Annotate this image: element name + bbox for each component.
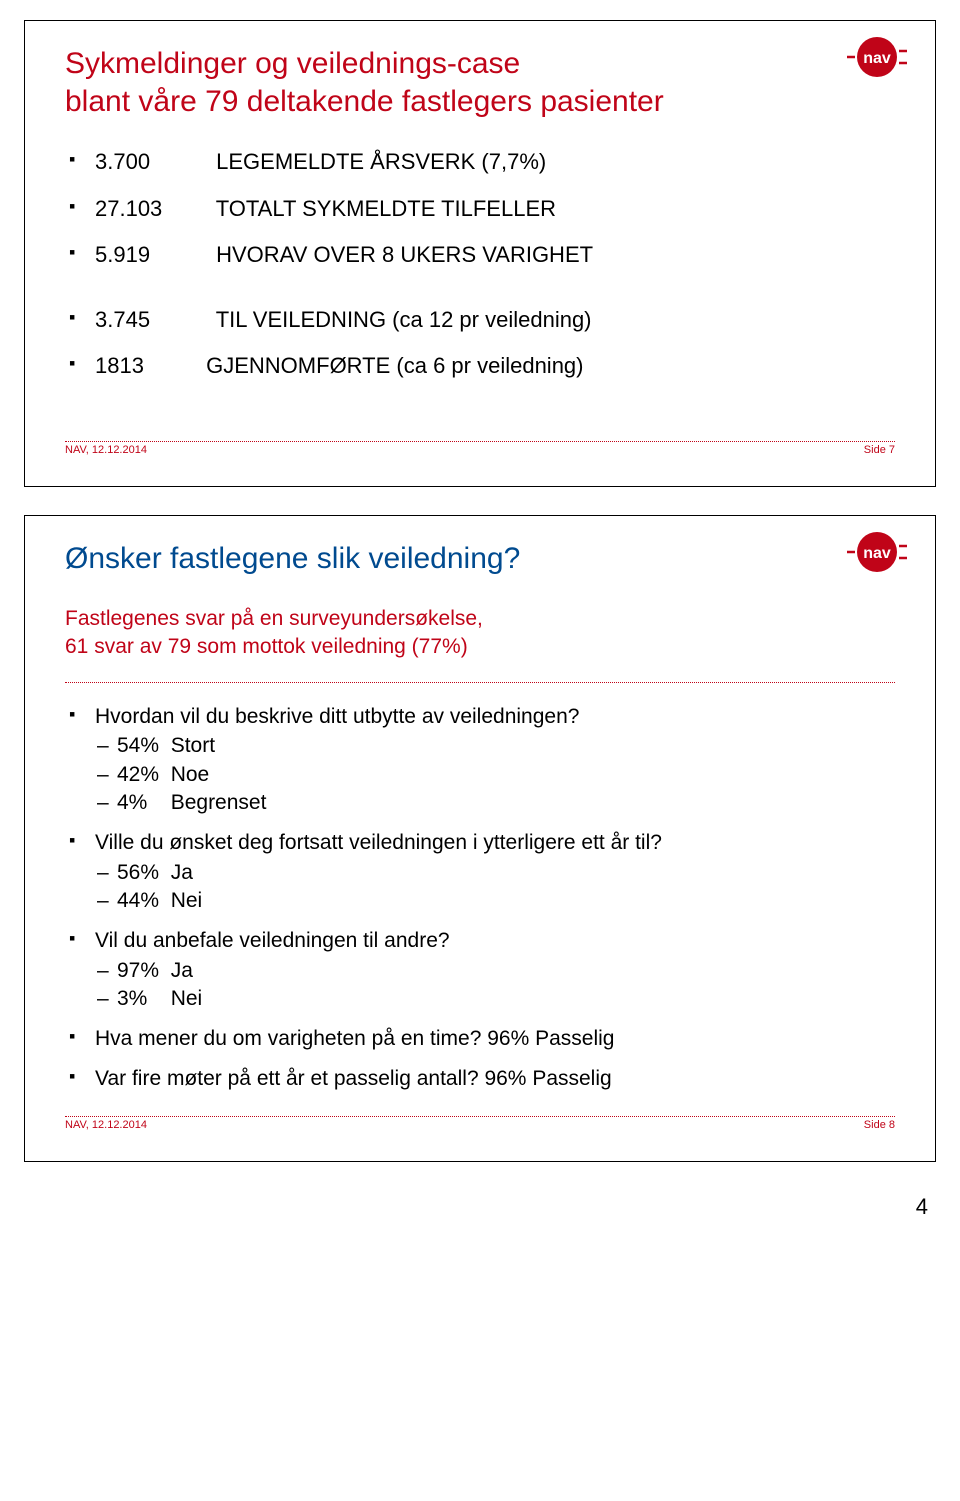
answer-item: 97% Ja (95, 957, 895, 985)
title-line-1: Sykmeldinger og veilednings-case (65, 47, 520, 80)
stats-list: 3.700 LEGEMELDTE ÅRSVERK (7,7%) 27.103 T… (65, 148, 895, 270)
answer-pct: 42% (117, 763, 159, 786)
stat-item: 3.745 TIL VEILEDNING (ca 12 pr veilednin… (65, 306, 895, 335)
stat-number: 5.919 (95, 241, 210, 270)
answers-list: 97% Ja 3% Nei (95, 957, 895, 1014)
slide-7: nav Sykmeldinger og veilednings-case bla… (24, 20, 936, 487)
answer-label: Ja (171, 959, 193, 982)
slide-footer: NAV, 12.12.2014 Side 8 (65, 1116, 895, 1131)
answer-item: 3% Nei (95, 985, 895, 1013)
answer-pct: 56% (117, 861, 159, 884)
footer-page: Side 7 (864, 444, 895, 456)
page-container: nav Sykmeldinger og veilednings-case bla… (0, 0, 960, 1250)
question-text: Hvordan vil du beskrive ditt utbytte av … (95, 705, 579, 728)
dotted-divider (65, 682, 895, 683)
answers-list: 56% Ja 44% Nei (95, 859, 895, 916)
stat-number: 3.745 (95, 306, 210, 335)
answer-label: Nei (171, 889, 203, 912)
subtitle-line-2: 61 svar av 79 som mottok veiledning (77%… (65, 635, 468, 658)
question-item: Vil du anbefale veiledningen til andre? … (65, 927, 895, 1013)
answer-pct: 4% (117, 791, 147, 814)
footer-page: Side 8 (864, 1119, 895, 1131)
stat-label: GJENNOMFØRTE (ca 6 pr veiledning) (206, 353, 583, 378)
stat-label: TIL VEILEDNING (ca 12 pr veiledning) (216, 307, 592, 332)
question-text: Var fire møter på ett år et passelig ant… (95, 1067, 612, 1090)
slide-footer: NAV, 12.12.2014 Side 7 (65, 441, 895, 456)
answer-label: Ja (171, 861, 193, 884)
question-text: Vil du anbefale veiledningen til andre? (95, 929, 450, 952)
stat-label: LEGEMELDTE ÅRSVERK (7,7%) (216, 149, 546, 174)
answer-pct: 54% (117, 734, 159, 757)
answer-label: Nei (171, 987, 203, 1010)
slide-title: Ønsker fastlegene slik veiledning? (65, 540, 895, 578)
answer-item: 4% Begrenset (95, 789, 895, 817)
answer-label: Begrenset (171, 791, 267, 814)
slide-subtitle: Fastlegenes svar på en surveyundersøkels… (65, 605, 895, 660)
stat-label: HVORAV OVER 8 UKERS VARIGHET (216, 242, 593, 267)
stats-list-2: 3.745 TIL VEILEDNING (ca 12 pr veilednin… (65, 306, 895, 381)
question-text: Ville du ønsket deg fortsatt veiledninge… (95, 831, 662, 854)
answer-item: 54% Stort (95, 732, 895, 760)
answer-pct: 44% (117, 889, 159, 912)
slide-title: Sykmeldinger og veilednings-case blant v… (65, 45, 895, 120)
stat-item: 1813 GJENNOMFØRTE (ca 6 pr veiledning) (65, 352, 895, 381)
question-item: Hvordan vil du beskrive ditt utbytte av … (65, 703, 895, 817)
svg-text:nav: nav (863, 50, 891, 67)
answer-label: Stort (171, 734, 215, 757)
stat-label: TOTALT SYKMELDTE TILFELLER (216, 196, 556, 221)
answer-item: 44% Nei (95, 887, 895, 915)
nav-logo: nav (847, 530, 907, 576)
stat-number: 27.103 (95, 195, 210, 224)
spacer (65, 288, 895, 306)
questions-list: Hvordan vil du beskrive ditt utbytte av … (65, 703, 895, 1092)
nav-logo: nav (847, 35, 907, 81)
answer-item: 56% Ja (95, 859, 895, 887)
footer-date: NAV, 12.12.2014 (65, 444, 147, 456)
footer-date: NAV, 12.12.2014 (65, 1119, 147, 1131)
stat-number: 1813 (95, 352, 200, 381)
svg-text:nav: nav (863, 545, 891, 562)
question-text: Hva mener du om varigheten på en time? 9… (95, 1027, 614, 1050)
page-number: 4 (24, 1190, 936, 1220)
subtitle-line-1: Fastlegenes svar på en surveyundersøkels… (65, 607, 483, 630)
answer-pct: 3% (117, 987, 147, 1010)
title-line-2: blant våre 79 deltakende fastlegers pasi… (65, 85, 664, 118)
answer-label: Noe (171, 763, 210, 786)
stat-item: 3.700 LEGEMELDTE ÅRSVERK (7,7%) (65, 148, 895, 177)
answer-item: 42% Noe (95, 761, 895, 789)
answers-list: 54% Stort 42% Noe 4% Begrenset (95, 732, 895, 817)
question-item: Var fire møter på ett år et passelig ant… (65, 1065, 895, 1092)
question-item: Hva mener du om varigheten på en time? 9… (65, 1025, 895, 1052)
answer-pct: 97% (117, 959, 159, 982)
question-item: Ville du ønsket deg fortsatt veiledninge… (65, 829, 895, 915)
slide-8: nav Ønsker fastlegene slik veiledning? F… (24, 515, 936, 1162)
stat-item: 5.919 HVORAV OVER 8 UKERS VARIGHET (65, 241, 895, 270)
stat-item: 27.103 TOTALT SYKMELDTE TILFELLER (65, 195, 895, 224)
stat-number: 3.700 (95, 148, 210, 177)
